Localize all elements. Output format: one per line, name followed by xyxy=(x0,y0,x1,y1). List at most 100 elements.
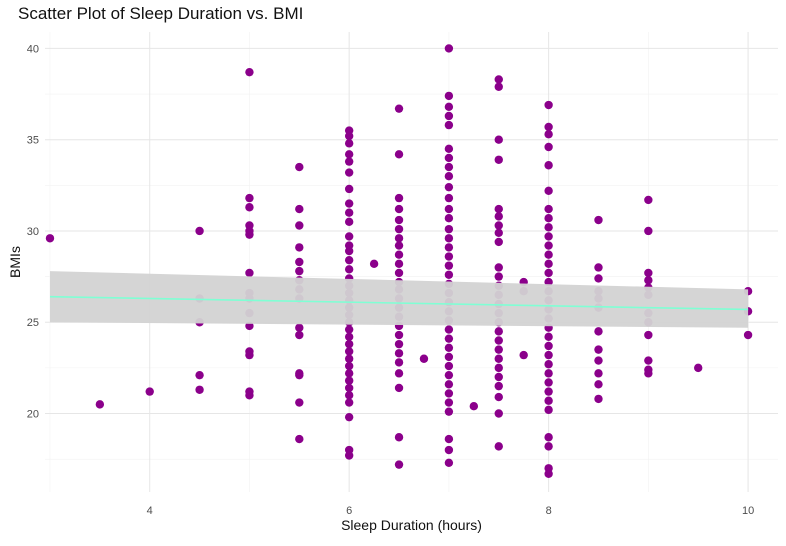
data-point xyxy=(544,259,553,269)
data-point xyxy=(544,122,553,132)
data-point xyxy=(494,354,503,363)
y-axis-title: BMIs xyxy=(7,246,23,278)
data-point xyxy=(344,184,354,194)
data-point xyxy=(444,44,454,53)
data-point xyxy=(394,215,404,225)
data-point xyxy=(444,252,454,261)
data-point xyxy=(444,144,454,154)
data-point xyxy=(394,339,404,349)
data-point xyxy=(544,223,553,232)
data-point xyxy=(594,380,603,389)
data-point xyxy=(594,369,603,378)
data-point xyxy=(45,234,55,243)
data-point xyxy=(444,352,454,362)
data-point xyxy=(344,150,354,159)
data-point xyxy=(594,327,603,336)
data-point xyxy=(245,193,254,203)
data-point xyxy=(494,75,503,84)
data-point xyxy=(195,385,204,394)
data-point xyxy=(544,360,553,369)
y-tick-label: 25 xyxy=(27,317,39,329)
data-point xyxy=(544,161,553,170)
data-point xyxy=(344,139,354,148)
data-point xyxy=(444,162,454,172)
data-point xyxy=(594,345,603,354)
data-point xyxy=(245,350,254,360)
data-point xyxy=(594,274,603,283)
y-tick-label: 20 xyxy=(27,409,39,421)
x-tick-label: 10 xyxy=(742,505,754,517)
data-point xyxy=(394,349,404,358)
data-point xyxy=(544,442,553,451)
data-point xyxy=(394,330,404,340)
data-point xyxy=(494,135,503,144)
x-tick-label: 6 xyxy=(346,505,352,517)
data-point xyxy=(344,361,354,371)
data-point xyxy=(444,270,454,279)
data-point xyxy=(245,268,254,278)
data-point xyxy=(494,336,503,345)
data-point xyxy=(369,259,379,269)
data-point xyxy=(494,363,503,373)
trend-line xyxy=(49,295,749,311)
y-tick-label: 30 xyxy=(27,226,39,238)
data-point xyxy=(494,409,503,418)
data-point xyxy=(444,182,454,192)
data-point xyxy=(544,250,553,259)
data-point xyxy=(494,327,503,336)
data-point xyxy=(444,458,454,467)
data-point xyxy=(394,358,404,367)
data-point xyxy=(444,204,454,214)
data-point xyxy=(494,372,503,382)
data-point xyxy=(344,199,354,208)
data-point xyxy=(195,226,204,236)
data-point xyxy=(544,369,553,378)
data-point xyxy=(494,272,503,281)
data-point xyxy=(344,354,354,363)
data-point xyxy=(394,224,404,234)
data-point xyxy=(145,387,154,396)
data-point xyxy=(195,370,204,380)
data-point xyxy=(644,369,653,378)
data-point xyxy=(444,193,454,203)
data-point xyxy=(644,330,653,340)
data-point xyxy=(494,221,503,230)
data-point xyxy=(344,246,354,256)
data-point xyxy=(344,398,354,407)
data-point xyxy=(494,82,503,91)
data-point xyxy=(594,215,603,225)
data-point xyxy=(544,186,553,196)
data-point xyxy=(594,394,603,404)
data-point xyxy=(444,243,454,252)
data-point xyxy=(295,398,304,407)
data-point xyxy=(394,433,404,442)
data-point xyxy=(295,323,304,332)
data-point xyxy=(344,369,354,378)
data-point xyxy=(544,433,553,442)
data-point xyxy=(444,172,454,181)
data-point xyxy=(95,400,105,409)
data-point xyxy=(344,383,354,393)
data-point xyxy=(394,383,404,393)
confidence-band xyxy=(49,271,749,328)
data-point xyxy=(444,434,454,444)
data-point xyxy=(394,104,404,113)
chart-title: Scatter Plot of Sleep Duration vs. BMI xyxy=(18,4,304,23)
data-point xyxy=(344,168,354,177)
x-axis-title: Sleep Duration (hours) xyxy=(341,517,482,533)
data-point xyxy=(394,268,404,278)
data-point xyxy=(344,325,354,334)
data-point xyxy=(494,381,503,391)
data-point xyxy=(245,67,254,77)
data-point xyxy=(394,204,404,214)
y-tick-label: 40 xyxy=(27,43,39,55)
data-point xyxy=(419,354,429,363)
data-point xyxy=(644,356,653,365)
data-point xyxy=(444,224,454,234)
data-point xyxy=(544,332,553,342)
data-point xyxy=(295,243,304,252)
data-point xyxy=(644,268,653,278)
data-point xyxy=(494,228,503,237)
